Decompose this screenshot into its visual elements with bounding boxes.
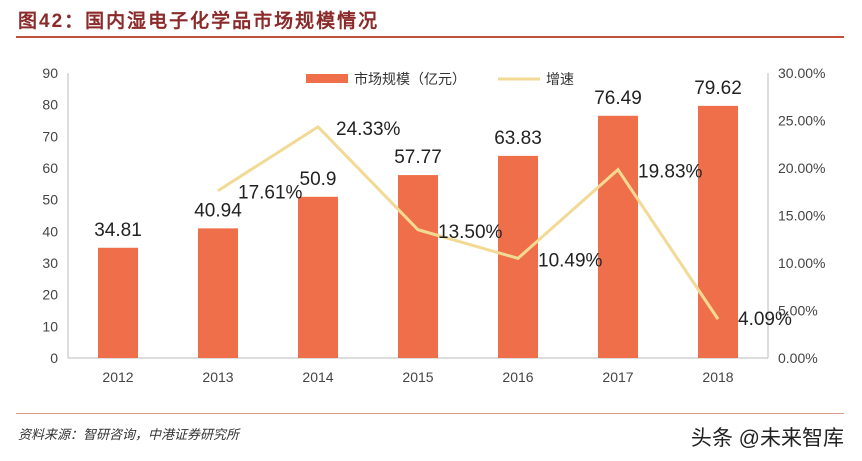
bar-value-label: 76.49 (594, 88, 642, 109)
line-value-label: 13.50% (438, 222, 503, 243)
x-tick-label: 2015 (402, 369, 433, 385)
left-tick-label: 30 (42, 255, 58, 271)
bar (398, 175, 438, 358)
left-tick-label: 50 (42, 192, 58, 208)
bar-value-label: 50.9 (300, 169, 337, 190)
x-tick-label: 2016 (502, 369, 533, 385)
line-value-label: 4.09% (738, 309, 792, 330)
watermark: 头条 @未来智库 (690, 427, 844, 450)
left-tick-label: 70 (42, 128, 58, 144)
left-tick-label: 80 (42, 97, 58, 113)
legend-bar-label: 市场规模（亿元） (354, 71, 466, 87)
x-tick-label: 2014 (302, 369, 333, 385)
left-tick-label: 0 (50, 350, 58, 366)
right-tick-label: 30.00% (778, 65, 825, 81)
x-tick-label: 2017 (602, 369, 633, 385)
line-value-label: 10.49% (538, 250, 603, 271)
bar-value-label: 57.77 (394, 147, 442, 168)
bar-value-label: 63.83 (494, 128, 542, 149)
bar (298, 196, 338, 358)
source-note: 资料来源：智研咨询，中港证券研究所 (18, 428, 240, 443)
line-value-label: 17.61% (238, 183, 303, 204)
bar (98, 247, 138, 358)
right-tick-label: 20.00% (778, 160, 825, 176)
left-tick-label: 90 (42, 65, 58, 81)
title-divider (16, 36, 844, 38)
right-tick-label: 15.00% (778, 208, 825, 224)
bar (698, 105, 738, 359)
left-tick-label: 10 (42, 318, 58, 334)
bar-value-label: 40.94 (194, 200, 242, 221)
bar (198, 228, 238, 358)
x-tick-label: 2013 (202, 369, 233, 385)
bar-value-label: 34.81 (94, 220, 142, 241)
growth-line (217, 124, 720, 320)
x-tick-label: 2012 (102, 369, 133, 385)
legend-bar-swatch (306, 74, 348, 83)
right-tick-label: 10.00% (778, 255, 825, 271)
line-value-label: 24.33% (336, 119, 401, 140)
left-tick-label: 60 (42, 160, 58, 176)
left-tick-label: 40 (42, 223, 58, 239)
chart-title: 图42：国内湿电子化学品市场规模情况 (18, 11, 380, 32)
bar-value-label: 79.62 (694, 78, 742, 99)
right-tick-label: 5.00% (778, 303, 818, 319)
right-tick-label: 25.00% (778, 113, 825, 129)
footer-divider (16, 413, 844, 414)
legend-line-label: 增速 (546, 71, 574, 87)
line-value-label: 19.83% (638, 162, 703, 183)
x-tick-label: 2018 (702, 369, 733, 385)
right-tick-label: 0.00% (778, 350, 818, 366)
left-tick-label: 20 (42, 287, 58, 303)
bar (598, 115, 638, 358)
